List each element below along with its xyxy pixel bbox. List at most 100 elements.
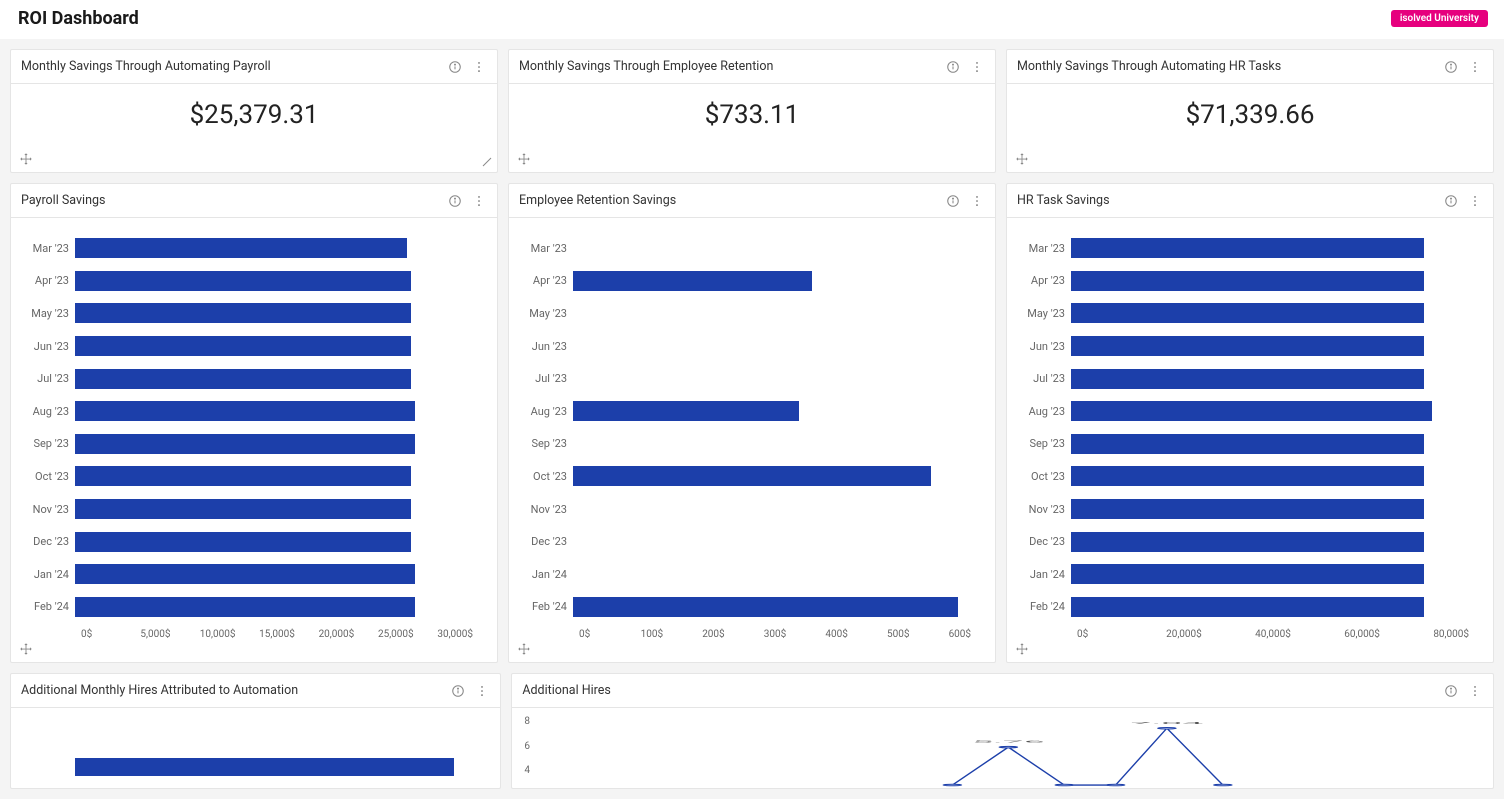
bar (573, 466, 931, 486)
bar-row: Jan '24 (519, 558, 971, 591)
info-icon[interactable] (1443, 59, 1459, 75)
line-chart: 864 5.767.04 (512, 708, 1493, 788)
info-icon[interactable] (450, 683, 466, 699)
bar-label: Oct '23 (519, 470, 573, 483)
kpi-value: $733.11 (509, 100, 995, 130)
bar (75, 369, 411, 389)
info-icon[interactable] (447, 59, 463, 75)
bar (75, 532, 411, 552)
move-icon[interactable] (1015, 642, 1029, 656)
x-axis: 0$20,000$40,000$60,000$80,000$ (1077, 623, 1469, 646)
bar-label: Jul '23 (1017, 372, 1071, 385)
move-icon[interactable] (517, 642, 531, 656)
move-icon[interactable] (517, 152, 531, 166)
info-icon[interactable] (1443, 683, 1459, 699)
resize-icon[interactable] (481, 156, 493, 168)
bar (75, 238, 407, 258)
kpi-value: $71,339.66 (1007, 100, 1493, 130)
point-label: 5.76 (972, 740, 1045, 743)
kpi-card: Monthly Savings Through Employee Retenti… (508, 49, 996, 173)
bar-label: Feb '24 (1017, 600, 1071, 613)
additional-hires-line-card: Additional Hires 864 5.767.04 (511, 673, 1494, 789)
bar-row: Feb '24 (21, 591, 473, 624)
bar-label: Mar '23 (1017, 242, 1071, 255)
axis-tick: 0$ (81, 629, 140, 640)
axis-tick: 5,000$ (140, 629, 199, 640)
info-icon[interactable] (945, 193, 961, 209)
page-title: ROI Dashboard (18, 8, 139, 29)
bar-chart-card: Employee Retention Savings Mar '23 Apr '… (508, 183, 996, 663)
bar-label: Nov '23 (519, 503, 573, 516)
more-icon[interactable] (1467, 683, 1483, 699)
bar-label: Oct '23 (21, 470, 75, 483)
bar-label: Oct '23 (1017, 470, 1071, 483)
info-icon[interactable] (945, 59, 961, 75)
kpi-card: Monthly Savings Through Automating HR Ta… (1006, 49, 1494, 173)
info-icon[interactable] (447, 193, 463, 209)
card-title: Monthly Savings Through Automating HR Ta… (1017, 59, 1443, 74)
axis-tick: 25,000$ (378, 629, 437, 640)
line-marker (1158, 727, 1177, 728)
axis-tick: 20,000$ (319, 629, 378, 640)
bar-label: Mar '23 (519, 242, 573, 255)
hbar-chart: Mar '23 Apr '23 May '23 Jun '23 Jul '23 … (509, 218, 995, 652)
bar-label: Jun '23 (1017, 340, 1071, 353)
bar-label: Nov '23 (1017, 503, 1071, 516)
info-icon[interactable] (1443, 193, 1459, 209)
more-icon[interactable] (1467, 193, 1483, 209)
bar-label: Sep '23 (21, 437, 75, 450)
bar-row: Oct '23 (519, 460, 971, 493)
dashboard-canvas: Monthly Savings Through Automating Payro… (0, 39, 1504, 799)
brand-badge[interactable]: isolved University (1391, 10, 1488, 27)
bar-row: Oct '23 (1017, 460, 1469, 493)
move-icon[interactable] (1015, 152, 1029, 166)
bar-row: Apr '23 (21, 265, 473, 298)
more-icon[interactable] (1467, 59, 1483, 75)
bar-row: May '23 (1017, 297, 1469, 330)
bar-row: Sep '23 (1017, 428, 1469, 461)
bar (1071, 303, 1424, 323)
bar-chart-card: HR Task Savings Mar '23 Apr '23 May '23 … (1006, 183, 1494, 663)
bar (1071, 336, 1424, 356)
axis-tick: 100$ (641, 629, 703, 640)
bar (75, 401, 415, 421)
more-icon[interactable] (471, 193, 487, 209)
additional-hires-attrib-card: Additional Monthly Hires Attributed to A… (10, 673, 501, 789)
move-icon[interactable] (19, 642, 33, 656)
bar-row: Aug '23 (519, 395, 971, 428)
bar-label: Jul '23 (519, 372, 573, 385)
bar (75, 499, 411, 519)
bar (573, 271, 812, 291)
peek-bar (75, 758, 454, 776)
bar-row: Dec '23 (21, 525, 473, 558)
more-icon[interactable] (969, 193, 985, 209)
bar-row: Nov '23 (21, 493, 473, 526)
axis-tick: 40,000$ (1255, 629, 1344, 640)
bar-label: Dec '23 (1017, 535, 1071, 548)
bar (1071, 271, 1424, 291)
more-icon[interactable] (474, 683, 490, 699)
bar-row: Sep '23 (21, 428, 473, 461)
y-tick: 4 (524, 765, 530, 776)
axis-tick: 500$ (887, 629, 949, 640)
axis-tick: 15,000$ (259, 629, 318, 640)
more-icon[interactable] (471, 59, 487, 75)
axis-tick: 300$ (764, 629, 826, 640)
bar-label: Apr '23 (519, 274, 573, 287)
line-marker (1055, 784, 1074, 785)
bar-label: Nov '23 (21, 503, 75, 516)
bar (1071, 434, 1424, 454)
bar-row: Feb '24 (519, 591, 971, 624)
bar-row: Jan '24 (21, 558, 473, 591)
kpi-card: Monthly Savings Through Automating Payro… (10, 49, 498, 173)
axis-tick: 20,000$ (1166, 629, 1255, 640)
axis-tick: 10,000$ (200, 629, 259, 640)
bar-row: Apr '23 (1017, 265, 1469, 298)
axis-tick: 60,000$ (1344, 629, 1433, 640)
more-icon[interactable] (969, 59, 985, 75)
bar (1071, 401, 1432, 421)
line-series (953, 728, 1223, 785)
y-tick: 8 (524, 716, 530, 727)
bar-label: Jun '23 (519, 340, 573, 353)
move-icon[interactable] (19, 152, 33, 166)
